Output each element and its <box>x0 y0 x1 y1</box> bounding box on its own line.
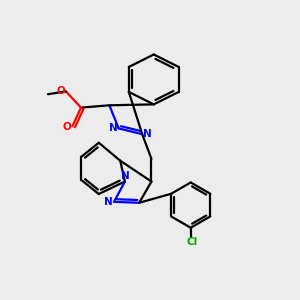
Text: O: O <box>63 122 72 132</box>
Text: N: N <box>103 197 112 207</box>
Text: Cl: Cl <box>186 237 197 247</box>
Text: N: N <box>143 129 152 139</box>
Text: N: N <box>121 170 129 181</box>
Text: N: N <box>109 123 118 133</box>
Text: O: O <box>56 86 65 96</box>
